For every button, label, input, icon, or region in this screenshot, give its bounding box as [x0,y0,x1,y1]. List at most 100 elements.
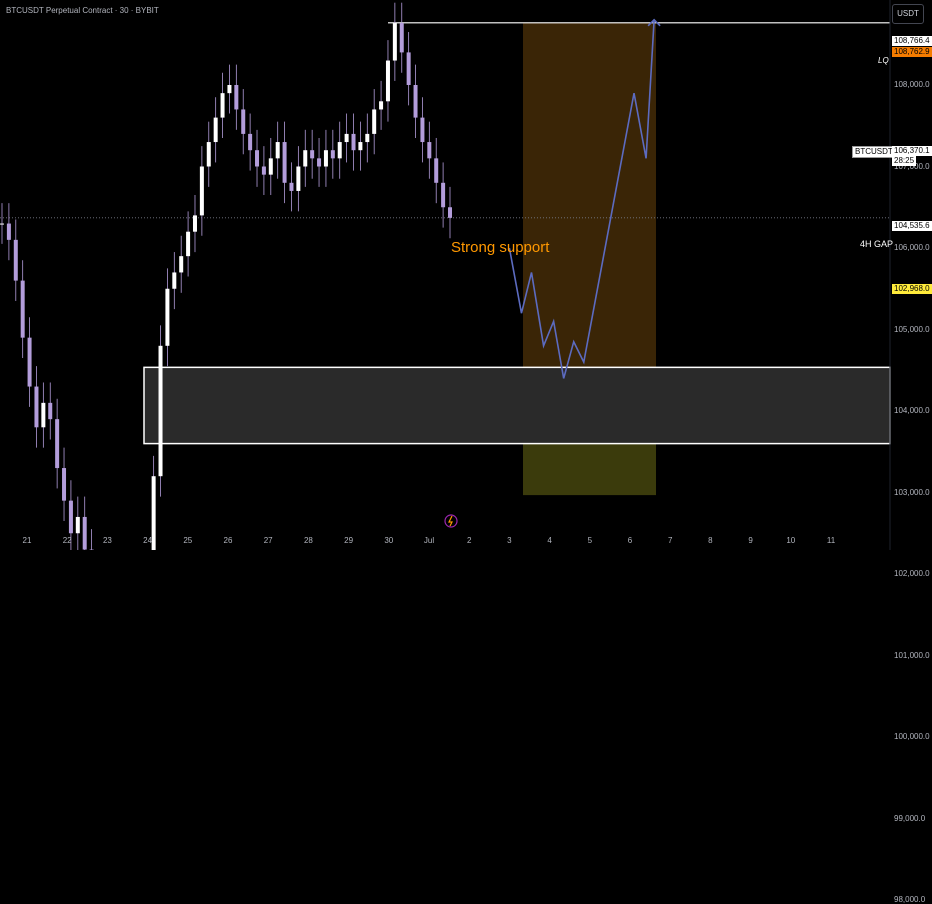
time-tick-label: Jul [424,536,434,545]
time-tick-label: 24 [143,536,152,545]
time-tick-label: 3 [507,536,511,545]
price-tick-label: 103,000.0 [894,488,930,497]
price-tick-label: 108,000.0 [894,80,930,89]
candle [152,476,156,550]
time-tick-label: 23 [103,536,112,545]
candle [379,101,383,109]
symbol-header: BTCUSDT Perpetual Contract · 30 · BYBIT [6,6,159,15]
candle [179,256,183,272]
candles [0,3,452,550]
candle [407,52,411,85]
price-tag-last: 106,370.1 [892,146,932,156]
candle [248,134,252,150]
candle [159,346,163,476]
currency-button[interactable]: USDT [892,4,924,24]
candle [48,403,52,419]
candle [172,272,176,288]
candle [193,215,197,231]
candle [227,85,231,93]
candle [234,85,238,109]
candle [310,150,314,158]
time-tick-label: 29 [344,536,353,545]
candle [14,240,18,281]
candle [434,158,438,182]
candle [55,419,59,468]
candle [303,150,307,166]
time-tick-label: 4 [547,536,551,545]
time-tick-label: 8 [708,536,712,545]
time-tick-label: 2 [467,536,471,545]
candle [345,134,349,142]
candle [41,403,45,427]
candle [255,150,259,166]
price-tag-gap: 104,535.6 [892,221,932,231]
candle [0,224,4,225]
price-tick-label: 105,000.0 [894,325,930,334]
candle [400,23,404,52]
time-tick-label: 6 [628,536,632,545]
candle [21,281,25,338]
candle [76,517,80,533]
candle [69,501,73,534]
time-tick-label: 7 [668,536,672,545]
candle [386,61,390,102]
candle [324,150,328,166]
candle [241,109,245,133]
time-tick-label: 27 [264,536,273,545]
time-tick-label: 11 [827,536,835,545]
candle [165,289,169,346]
price-tag-zone-bottom: 102,968.0 [892,284,932,294]
candle [358,142,362,150]
candle [200,167,204,216]
candle [372,109,376,133]
candle [28,338,32,387]
candle [420,118,424,142]
candle [317,158,321,166]
time-tick-label: 30 [384,536,393,545]
candle [7,224,11,240]
candle [276,142,280,158]
candle [214,118,218,142]
price-tick-label: 106,000.0 [894,243,930,252]
candle [62,468,66,501]
candle [283,142,287,183]
flash-icon[interactable] [445,515,457,527]
candle [83,517,87,550]
support-zone [144,367,890,443]
candle [34,387,38,428]
price-tick-label: 100,000.0 [894,732,930,741]
candle [221,93,225,117]
price-tick-label: 98,000.0 [894,895,925,904]
price-tick-label: 99,000.0 [894,814,925,823]
candle [186,232,190,256]
candle [393,23,397,60]
time-tick-label: 25 [183,536,192,545]
time-tick-label: 5 [588,536,592,545]
lq-label: LQ [878,56,889,65]
time-tick-label: 26 [224,536,233,545]
candle [331,150,335,158]
candle [269,158,273,174]
candle [427,142,431,158]
candle [414,85,418,118]
price-tag-lq: 108,762.9 [892,47,932,57]
countdown-tag: 28:25 [892,156,916,166]
candle [338,142,342,158]
price-tick-label: 104,000.0 [894,406,930,415]
candle [296,167,300,191]
price-tick-label: 102,000.0 [894,569,930,578]
gap-label: 4H GAP [860,239,893,249]
target-zone [523,23,656,368]
time-tick-label: 22 [63,536,72,545]
price-chart[interactable] [0,0,932,550]
time-tick-label: 9 [748,536,752,545]
candle [207,142,211,166]
time-tick-label: 21 [23,536,32,545]
candle [262,167,266,175]
time-tick-label: 10 [786,536,795,545]
support-label: Strong support [451,239,549,256]
price-tag-high: 108,766.4 [892,36,932,46]
time-tick-label: 28 [304,536,313,545]
candle [365,134,369,142]
candle [289,183,293,191]
